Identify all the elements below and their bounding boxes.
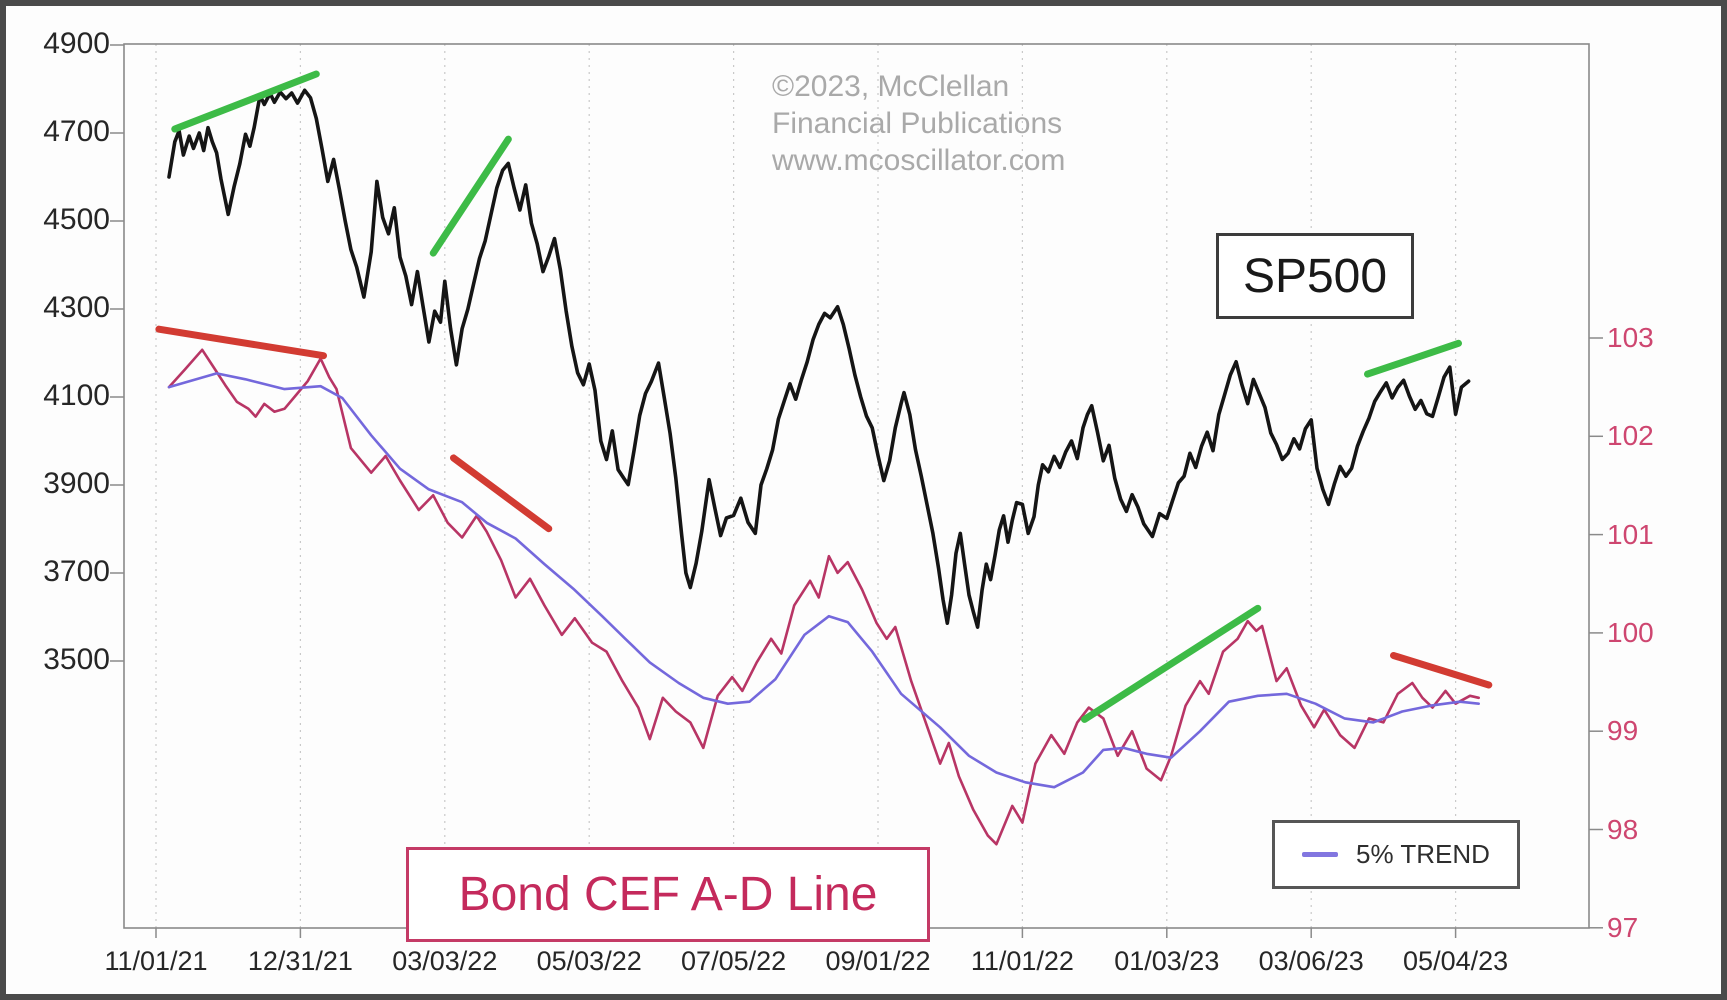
copyright-line-1: ©2023, McClellan: [772, 70, 1010, 103]
x-label-03/03/22: 03/03/22: [392, 946, 498, 976]
green-trendline-1: [171, 70, 320, 133]
series-bond-cef-a-d-line: [167, 348, 1480, 846]
green-trendline-2: [429, 135, 512, 257]
sp500-label: SP500: [1242, 249, 1388, 303]
series-sp500: [167, 88, 1471, 629]
sp500-label-box: SP500: [1216, 233, 1414, 319]
copyright-line-3: www.mcoscillator.com: [772, 144, 1066, 177]
y-right-label-99: 99: [1607, 715, 1639, 747]
y-right-label-102: 102: [1607, 420, 1654, 452]
copyright-line-2: Financial Publications: [772, 107, 1063, 140]
red-trendline-2: [449, 454, 553, 533]
y-left-label-3700: 3700: [43, 555, 110, 588]
y-right-label-103: 103: [1607, 322, 1654, 353]
bond-cef-ad-line-label: Bond CEF A-D Line: [458, 868, 878, 921]
x-label-11/01/22: 11/01/22: [970, 946, 1074, 976]
red-trendline-1: [155, 325, 328, 360]
bond-cef-ad-line-label-box: Bond CEF A-D Line: [406, 847, 930, 942]
chart-plot-area: [110, 43, 1603, 938]
x-label-07/05/22: 07/05/22: [681, 946, 787, 976]
y-left-label-3500: 3500: [43, 643, 110, 676]
legend: 5% TREND: [1272, 820, 1520, 889]
copyright-text: ©2023, McClellan Financial Publications …: [772, 68, 1065, 179]
x-label-05/03/22: 05/03/22: [536, 946, 642, 976]
green-trendline-4: [1364, 339, 1462, 378]
y-left-label-4900: 4900: [43, 27, 110, 60]
legend-label: 5% TREND: [1356, 839, 1490, 869]
series-5-trend: [167, 372, 1480, 789]
y-right-label-101: 101: [1607, 518, 1654, 550]
y-left-label-4700: 4700: [43, 115, 110, 148]
x-label-11/01/21: 11/01/21: [104, 946, 208, 976]
x-label-05/04/23: 05/04/23: [1403, 946, 1509, 976]
y-left-label-4500: 4500: [43, 203, 110, 236]
right-axis-title: Thousands: [1590, 494, 1721, 528]
y-left-label-3900: 3900: [43, 467, 110, 500]
x-label-01/03/23: 01/03/23: [1114, 946, 1220, 976]
green-trendline-3: [1080, 604, 1262, 723]
red-trendline-3: [1390, 652, 1493, 689]
y-right-label-98: 98: [1607, 813, 1639, 845]
x-label-12/31/21: 12/31/21: [247, 946, 353, 976]
y-left-label-4300: 4300: [43, 291, 110, 324]
y-left-label-4100: 4100: [43, 379, 110, 412]
trend-line-swatch: [1302, 852, 1339, 857]
y-right-label-97: 97: [1607, 911, 1639, 943]
y-right-label-100: 100: [1607, 616, 1654, 648]
x-label-03/06/23: 03/06/23: [1258, 946, 1364, 976]
x-label-09/01/22: 09/01/22: [825, 946, 931, 976]
